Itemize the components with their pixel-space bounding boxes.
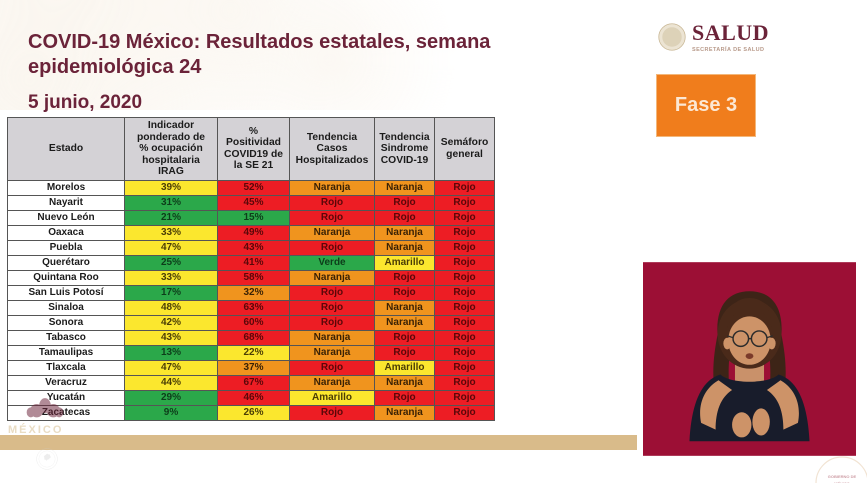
svg-text:GOBIERNO DE: GOBIERNO DE bbox=[828, 474, 857, 479]
